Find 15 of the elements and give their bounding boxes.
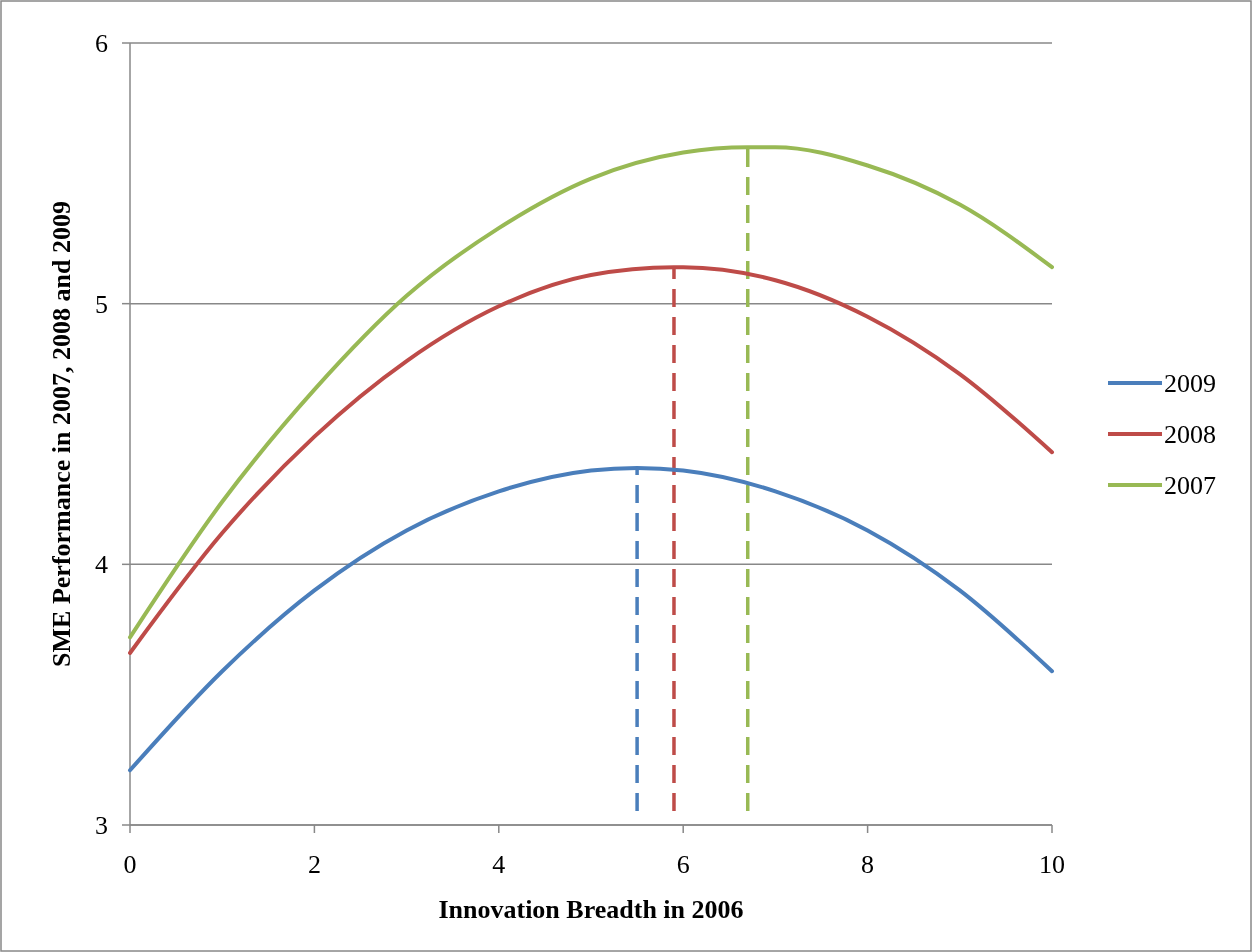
x-tick-label: 0 — [123, 850, 137, 879]
x-axis-title: Innovation Breadth in 2006 — [438, 895, 744, 924]
x-tick-label: 6 — [676, 850, 690, 879]
y-tick-label: 5 — [95, 289, 108, 319]
x-tick-label: 4 — [492, 850, 506, 879]
legend-label: 2007 — [1164, 471, 1216, 501]
legend-label: 2008 — [1164, 420, 1216, 450]
y-tick-label: 6 — [95, 29, 108, 59]
x-tick-label: 10 — [1039, 850, 1065, 879]
y-tick-label: 3 — [95, 811, 108, 841]
x-tick-label: 8 — [861, 850, 875, 879]
x-tick-label: 2 — [307, 850, 321, 879]
y-axis-title: SME Performance in 2007, 2008 and 2009 — [47, 201, 76, 667]
y-tick-label: 4 — [95, 550, 108, 580]
legend-label: 2009 — [1164, 369, 1216, 399]
